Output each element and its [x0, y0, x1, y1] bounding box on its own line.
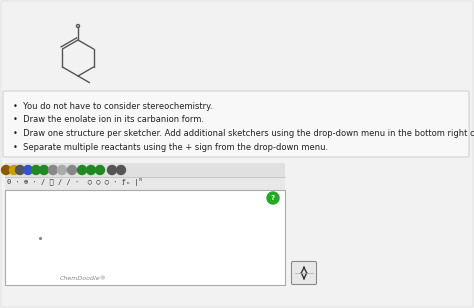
Circle shape	[9, 165, 18, 175]
Text: 0 · ⊕ · / ⁄ / / ·  ○ ○ ○ · ƒₙ |ᴿ: 0 · ⊕ · / ⁄ / / · ○ ○ ○ · ƒₙ |ᴿ	[7, 178, 143, 186]
Circle shape	[86, 165, 95, 175]
Text: ?: ?	[271, 196, 275, 201]
Circle shape	[31, 165, 40, 175]
Text: ChemDoodle®: ChemDoodle®	[60, 276, 107, 281]
Circle shape	[24, 165, 33, 175]
FancyBboxPatch shape	[292, 261, 317, 285]
Circle shape	[67, 165, 76, 175]
Text: •  You do not have to consider stereochemistry.: • You do not have to consider stereochem…	[13, 102, 212, 111]
Text: •  Draw one structure per sketcher. Add additional sketchers using the drop-down: • Draw one structure per sketcher. Add a…	[13, 129, 474, 138]
Circle shape	[39, 165, 48, 175]
Text: •  Draw the enolate ion in its carbanion form.: • Draw the enolate ion in its carbanion …	[13, 116, 204, 124]
Circle shape	[78, 165, 86, 175]
Circle shape	[16, 165, 25, 175]
Circle shape	[267, 192, 279, 204]
FancyBboxPatch shape	[3, 91, 469, 157]
Circle shape	[95, 165, 104, 175]
Circle shape	[57, 165, 66, 175]
Circle shape	[48, 165, 57, 175]
Bar	[5, 177, 285, 190]
Bar	[5, 190, 285, 285]
Circle shape	[108, 165, 117, 175]
Circle shape	[117, 165, 126, 175]
Bar	[5, 163, 285, 177]
Circle shape	[1, 165, 10, 175]
Text: •  Separate multiple reactants using the + sign from the drop-down menu.: • Separate multiple reactants using the …	[13, 143, 328, 152]
